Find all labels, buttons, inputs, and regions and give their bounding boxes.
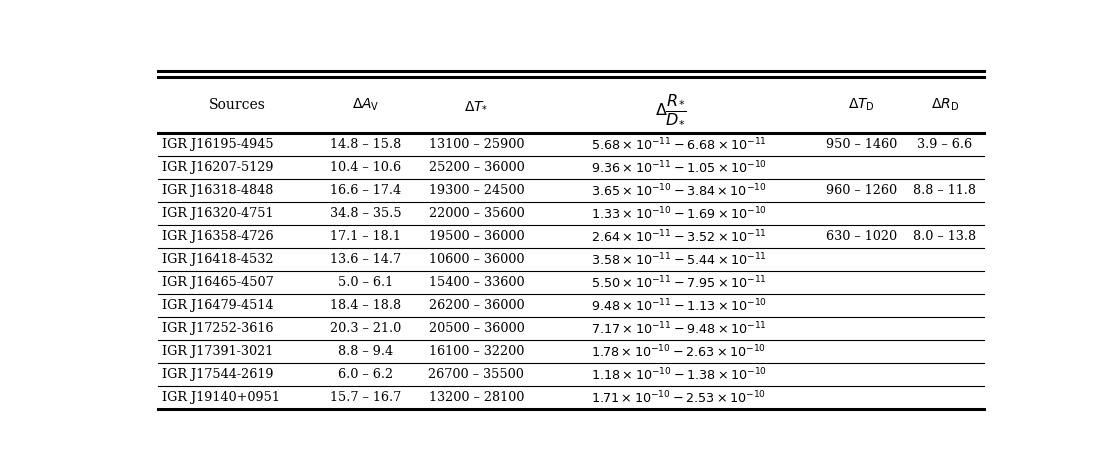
Text: $2.64 \times 10^{-11} - 3.52 \times 10^{-11}$: $2.64 \times 10^{-11} - 3.52 \times 10^{… (591, 228, 767, 245)
Text: $5.50 \times 10^{-11} - 7.95 \times 10^{-11}$: $5.50 \times 10^{-11} - 7.95 \times 10^{… (591, 274, 767, 291)
Text: IGR J16418-4532: IGR J16418-4532 (162, 253, 273, 266)
Text: $\Delta \dfrac{R_{*}}{D_{*}}$: $\Delta \dfrac{R_{*}}{D_{*}}$ (655, 92, 686, 125)
Text: IGR J16465-4507: IGR J16465-4507 (162, 276, 273, 289)
Text: 16.6 – 17.4: 16.6 – 17.4 (330, 184, 401, 197)
Text: IGR J16358-4726: IGR J16358-4726 (162, 230, 273, 243)
Text: 13100 – 25900: 13100 – 25900 (428, 138, 524, 151)
Text: $\Delta T_{\rm D}$: $\Delta T_{\rm D}$ (849, 97, 875, 113)
Text: 17.1 – 18.1: 17.1 – 18.1 (330, 230, 400, 243)
Text: IGR J17391-3021: IGR J17391-3021 (162, 345, 273, 358)
Text: 20500 – 36000: 20500 – 36000 (428, 322, 524, 335)
Text: $1.78 \times 10^{-10} - 2.63 \times 10^{-10}$: $1.78 \times 10^{-10} - 2.63 \times 10^{… (591, 344, 766, 360)
Text: 25200 – 36000: 25200 – 36000 (428, 161, 524, 174)
Text: 26200 – 36000: 26200 – 36000 (428, 299, 524, 312)
Text: 19300 – 24500: 19300 – 24500 (428, 184, 524, 197)
Text: 15400 – 33600: 15400 – 33600 (428, 276, 524, 289)
Text: 15.7 – 16.7: 15.7 – 16.7 (330, 391, 401, 404)
Text: 18.4 – 18.8: 18.4 – 18.8 (330, 299, 401, 312)
Text: $3.58 \times 10^{-11} - 5.44 \times 10^{-11}$: $3.58 \times 10^{-11} - 5.44 \times 10^{… (591, 251, 767, 268)
Text: 960 – 1260: 960 – 1260 (826, 184, 898, 197)
Text: IGR J16320-4751: IGR J16320-4751 (162, 207, 273, 220)
Text: 3.9 – 6.6: 3.9 – 6.6 (918, 138, 972, 151)
Text: $1.18 \times 10^{-10} - 1.38 \times 10^{-10}$: $1.18 \times 10^{-10} - 1.38 \times 10^{… (591, 366, 767, 383)
Text: 19500 – 36000: 19500 – 36000 (428, 230, 524, 243)
Text: 6.0 – 6.2: 6.0 – 6.2 (338, 368, 392, 381)
Text: $3.65 \times 10^{-10} - 3.84 \times 10^{-10}$: $3.65 \times 10^{-10} - 3.84 \times 10^{… (591, 183, 767, 199)
Text: 8.8 – 9.4: 8.8 – 9.4 (338, 345, 392, 358)
Text: $\Delta A_{\rm V}$: $\Delta A_{\rm V}$ (351, 97, 379, 113)
Text: $1.71 \times 10^{-10} - 2.53 \times 10^{-10}$: $1.71 \times 10^{-10} - 2.53 \times 10^{… (591, 389, 766, 406)
Text: 10600 – 36000: 10600 – 36000 (428, 253, 524, 266)
Text: IGR J19140+0951: IGR J19140+0951 (162, 391, 280, 404)
Text: IGR J16195-4945: IGR J16195-4945 (162, 138, 273, 151)
Text: 22000 – 35600: 22000 – 35600 (428, 207, 524, 220)
Text: IGR J17544-2619: IGR J17544-2619 (162, 368, 273, 381)
Text: 26700 – 35500: 26700 – 35500 (428, 368, 524, 381)
Text: $7.17 \times 10^{-11} - 9.48 \times 10^{-11}$: $7.17 \times 10^{-11} - 9.48 \times 10^{… (591, 321, 767, 337)
Text: IGR J17252-3616: IGR J17252-3616 (162, 322, 273, 335)
Text: IGR J16207-5129: IGR J16207-5129 (162, 161, 273, 174)
Text: 950 – 1460: 950 – 1460 (826, 138, 898, 151)
Text: 630 – 1020: 630 – 1020 (826, 230, 898, 243)
Text: 34.8 – 35.5: 34.8 – 35.5 (330, 207, 401, 220)
Text: $9.36 \times 10^{-11} - 1.05 \times 10^{-10}$: $9.36 \times 10^{-11} - 1.05 \times 10^{… (591, 160, 767, 176)
Text: 10.4 – 10.6: 10.4 – 10.6 (330, 161, 401, 174)
Text: $9.48 \times 10^{-11} - 1.13 \times 10^{-10}$: $9.48 \times 10^{-11} - 1.13 \times 10^{… (591, 298, 767, 314)
Text: $\Delta T_{*}$: $\Delta T_{*}$ (464, 98, 488, 112)
Text: 14.8 – 15.8: 14.8 – 15.8 (330, 138, 401, 151)
Text: 13.6 – 14.7: 13.6 – 14.7 (330, 253, 401, 266)
Text: 8.8 – 11.8: 8.8 – 11.8 (913, 184, 977, 197)
Text: IGR J16479-4514: IGR J16479-4514 (162, 299, 273, 312)
Text: 8.0 – 13.8: 8.0 – 13.8 (913, 230, 977, 243)
Text: Sources: Sources (210, 98, 266, 112)
Text: 5.0 – 6.1: 5.0 – 6.1 (338, 276, 392, 289)
Text: 16100 – 32200: 16100 – 32200 (429, 345, 524, 358)
Text: 13200 – 28100: 13200 – 28100 (429, 391, 524, 404)
Text: $1.33 \times 10^{-10} - 1.69 \times 10^{-10}$: $1.33 \times 10^{-10} - 1.69 \times 10^{… (591, 205, 767, 222)
Text: IGR J16318-4848: IGR J16318-4848 (162, 184, 273, 197)
Text: $5.68 \times 10^{-11} - 6.68 \times 10^{-11}$: $5.68 \times 10^{-11} - 6.68 \times 10^{… (591, 137, 767, 153)
Text: 20.3 – 21.0: 20.3 – 21.0 (330, 322, 401, 335)
Text: $\Delta R_{\rm D}$: $\Delta R_{\rm D}$ (931, 97, 959, 113)
